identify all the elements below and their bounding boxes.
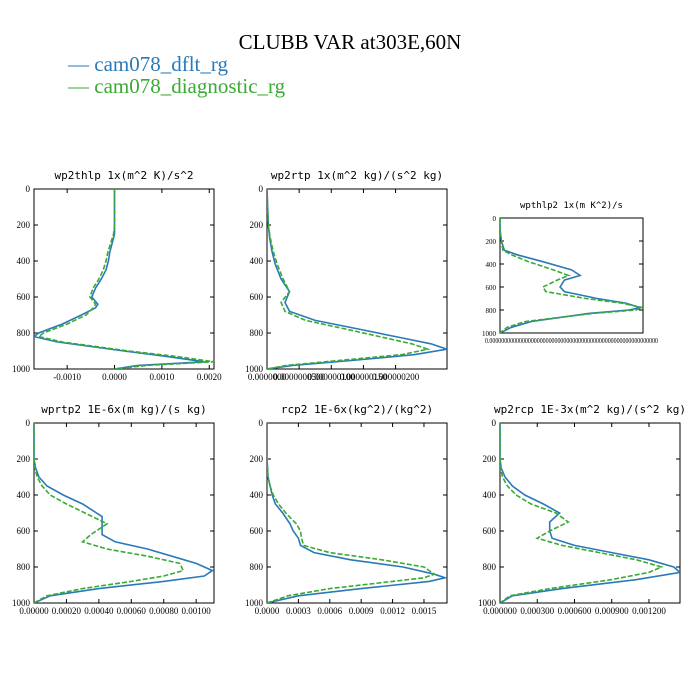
y-tick-label: 600 [17,292,31,302]
x-tick-label: 0.000000 [483,606,517,616]
legend-label-dflt: cam078_dflt_rg [94,52,229,76]
y-tick-label: 0 [26,418,31,428]
y-tick-label: 200 [17,220,31,230]
series-line-diagnostic [500,218,643,333]
series-line-dflt [267,423,447,603]
y-tick-label: 1000 [478,598,497,608]
y-tick-label: 800 [17,562,31,572]
y-tick-label: 800 [486,307,497,315]
y-tick-label: 1000 [12,598,31,608]
x-tick-label: 0.0000 [102,372,127,382]
y-tick-label: 800 [17,328,31,338]
x-tick-label: 0.000000100 [308,372,356,382]
series-line-diagnostic [36,189,214,369]
plot-frame [266,422,448,604]
y-tick-label: 200 [17,454,31,464]
y-tick-label: 1000 [245,598,264,608]
series-line-dflt [267,189,447,369]
x-tick-label: 0.000900 [595,606,629,616]
plot-title: wpthlp2 1x(m K^2)/s [520,201,623,211]
y-tick-label: 600 [250,292,264,302]
y-tick-label: 400 [250,256,264,266]
x-tick-label: 0.0003 [286,606,311,616]
legend-swatch-dflt: — [68,52,95,76]
legend-swatch-diagnostic: — [68,74,95,98]
plot-frame [499,217,644,334]
series-line-diagnostic [34,423,185,603]
y-tick-label: 600 [17,526,31,536]
y-tick-label: 1000 [12,364,31,374]
x-tick-label: 0.000600 [558,606,592,616]
y-tick-label: 400 [17,490,31,500]
plot-title: wp2thlp 1x(m^2 K)/s^2 [54,169,193,182]
y-tick-label: 0 [493,215,497,223]
y-tick-label: 0 [259,184,264,194]
legend-label-diagnostic: cam078_diagnostic_rg [94,74,286,98]
x-tick-label: 0.0006 [317,606,342,616]
plot-title: wp2rtp 1x(m^2 kg)/(s^2 kg) [271,169,443,182]
series-line-diagnostic [267,189,431,369]
x-tick-label: 0.00080 [149,606,179,616]
x-tick-label: -0.0010 [53,372,81,382]
x-tick-label: 0.0012 [380,606,405,616]
y-tick-label: 800 [250,328,264,338]
plot-title: wprtp2 1E-6x(m kg)/(s kg) [41,403,207,416]
x-tick-label: 0.0010 [150,372,175,382]
plot-6: wp2rcp 1E-3x(m^2 kg)/(s^2 kg) 0 200 400 600 8… [478,403,686,616]
plot-5: rcp2 1E-6x(kg^2)/(kg^2) 0 200 400 600 800 1000… [245,403,448,616]
x-tick-label: 0.0015 [412,606,437,616]
x-tick-label: 0.0009 [349,606,374,616]
plot-1: wp2thlp 1x(m^2 K)/s^2 0 200 400 600 800 1000 -0… [12,169,222,382]
series-line-diagnostic [267,423,437,603]
x-tick-label: 0.00000 [19,606,49,616]
series-line-dflt [34,423,214,603]
y-tick-label: 0 [492,418,497,428]
legend-entry-dflt: — cam078_dflt_rg [68,52,228,77]
y-tick-label: 800 [250,562,264,572]
y-tick-label: 200 [250,454,264,464]
x-tick-label: 0.0000000500 [273,372,325,382]
plot-frame [33,422,215,604]
chart-title: CLUBB VAR at303E,60N [238,30,462,54]
x-tick-label: 0.000000150 [340,372,388,382]
plot-frame [499,422,681,604]
plot-3: wpthlp2 1x(m K^2)/s 0 200 400 600 800 10000.00… [482,201,658,345]
y-tick-label: 0 [259,418,264,428]
x-tick-label: 0.00040 [84,606,114,616]
x-tick-label: 0.00000000000000000000000000000000000000… [485,337,658,345]
series-line-diagnostic [500,423,664,603]
y-tick-label: 1000 [482,330,497,338]
x-tick-label: 0.00060 [117,606,147,616]
y-tick-label: 600 [250,526,264,536]
y-tick-label: 400 [486,261,497,269]
y-tick-label: 600 [486,284,497,292]
legend-entry-diagnostic: — cam078_diagnostic_rg [68,74,285,99]
y-tick-label: 400 [250,490,264,500]
plot-frame [33,188,215,370]
x-tick-label: 0.0020 [197,372,222,382]
y-tick-label: 1000 [245,364,264,374]
x-tick-label: 0.0000000 [248,372,287,382]
series-line-dflt [500,423,680,603]
x-tick-label: 0.000000200 [372,372,420,382]
x-tick-label: 0.001200 [632,606,666,616]
plot-frame [266,188,448,370]
y-tick-label: 600 [483,526,497,536]
y-tick-label: 200 [250,220,264,230]
y-tick-label: 400 [17,256,31,266]
x-tick-label: 0.00100 [182,606,212,616]
y-tick-label: 200 [483,454,497,464]
x-tick-label: 0.000300 [520,606,554,616]
y-tick-label: 800 [483,562,497,572]
x-tick-label: 0.0000 [255,606,280,616]
y-tick-label: 400 [483,490,497,500]
x-tick-label: 0.00020 [52,606,82,616]
plot-title: wp2rcp 1E-3x(m^2 kg)/(s^2 kg) [494,403,686,416]
y-tick-label: 0 [26,184,31,194]
y-tick-label: 200 [486,238,497,246]
plot-title: rcp2 1E-6x(kg^2)/(kg^2) [281,403,433,416]
plot-4: wprtp2 1E-6x(m kg)/(s kg) 0 200 400 600 800 10… [12,403,215,616]
plot-2: wp2rtp 1x(m^2 kg)/(s^2 kg) 0 200 400 600 800 1… [245,169,448,382]
